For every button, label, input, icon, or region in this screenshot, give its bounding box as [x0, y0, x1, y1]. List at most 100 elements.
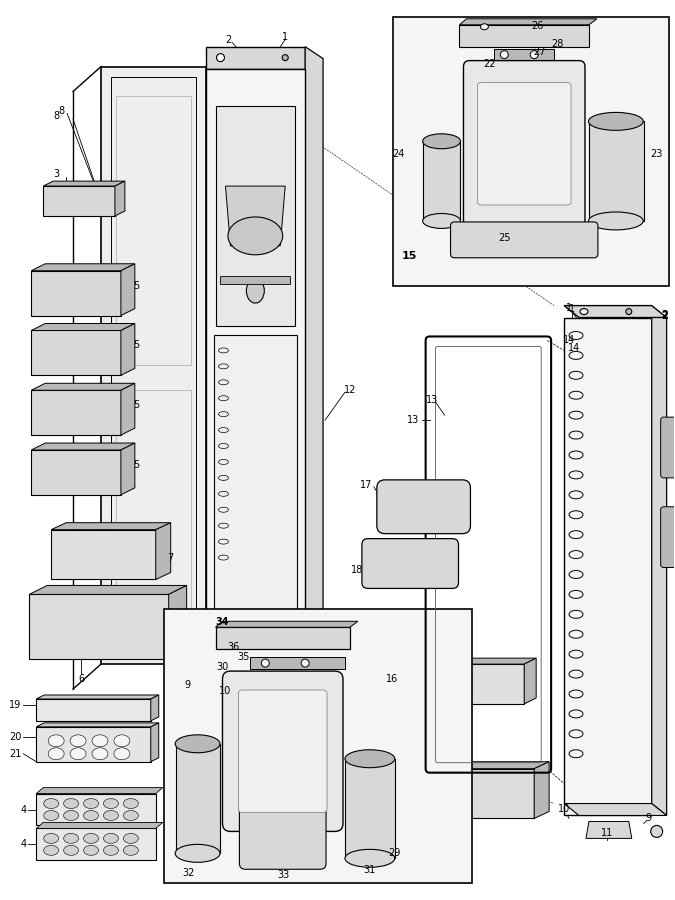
Polygon shape	[121, 443, 135, 495]
Text: 1: 1	[282, 32, 288, 41]
Ellipse shape	[481, 23, 489, 30]
Text: 21: 21	[9, 749, 22, 759]
Polygon shape	[305, 47, 323, 696]
Ellipse shape	[103, 811, 118, 821]
Text: 8: 8	[53, 112, 59, 122]
Ellipse shape	[114, 748, 130, 760]
FancyBboxPatch shape	[238, 690, 327, 813]
Ellipse shape	[423, 134, 460, 148]
Text: 5: 5	[133, 400, 139, 410]
Text: 2: 2	[662, 310, 668, 320]
Bar	[36, 727, 151, 761]
Bar	[31, 330, 121, 375]
Ellipse shape	[114, 734, 130, 747]
Ellipse shape	[124, 811, 138, 821]
Text: 6: 6	[78, 674, 84, 684]
Polygon shape	[151, 695, 159, 721]
Text: 5: 5	[133, 281, 139, 291]
Bar	[36, 828, 156, 860]
Bar	[423, 141, 460, 220]
Ellipse shape	[385, 484, 462, 502]
Polygon shape	[36, 823, 163, 828]
Polygon shape	[206, 684, 323, 696]
Ellipse shape	[44, 845, 59, 855]
Bar	[176, 743, 221, 853]
Ellipse shape	[192, 703, 204, 715]
Polygon shape	[51, 523, 171, 530]
Bar	[564, 318, 651, 815]
Polygon shape	[206, 669, 305, 684]
Polygon shape	[534, 761, 549, 818]
Text: 19: 19	[9, 700, 22, 710]
Ellipse shape	[261, 659, 269, 667]
Text: 20: 20	[9, 732, 22, 742]
Polygon shape	[36, 723, 159, 727]
Text: 32: 32	[182, 868, 195, 878]
Text: 29: 29	[389, 849, 401, 859]
Polygon shape	[564, 306, 667, 318]
Bar	[111, 76, 196, 649]
Polygon shape	[31, 264, 135, 271]
Text: 11: 11	[259, 706, 271, 716]
Ellipse shape	[84, 798, 99, 808]
Ellipse shape	[63, 798, 78, 808]
Text: 10: 10	[219, 686, 232, 696]
Polygon shape	[29, 585, 186, 594]
Text: 22: 22	[483, 58, 495, 68]
Polygon shape	[36, 695, 159, 699]
Text: 8: 8	[58, 106, 64, 116]
Ellipse shape	[500, 50, 508, 58]
Text: 1: 1	[566, 302, 572, 312]
Polygon shape	[36, 788, 163, 794]
Polygon shape	[121, 264, 135, 316]
Ellipse shape	[345, 850, 395, 868]
Ellipse shape	[367, 542, 452, 558]
Bar	[51, 530, 156, 580]
Ellipse shape	[124, 798, 138, 808]
Ellipse shape	[246, 278, 265, 303]
Ellipse shape	[70, 748, 86, 760]
Polygon shape	[121, 383, 135, 435]
Polygon shape	[43, 181, 125, 186]
Ellipse shape	[103, 833, 118, 843]
Bar	[206, 68, 305, 684]
Text: 24: 24	[392, 149, 405, 159]
Text: 5: 5	[133, 460, 139, 470]
FancyBboxPatch shape	[362, 538, 458, 589]
Text: 33: 33	[277, 870, 290, 880]
Ellipse shape	[423, 213, 460, 229]
Bar	[36, 794, 156, 825]
Text: 9: 9	[646, 814, 652, 824]
Bar	[43, 186, 115, 216]
Bar	[589, 122, 644, 220]
Polygon shape	[524, 658, 536, 704]
Ellipse shape	[217, 54, 225, 61]
Text: 23: 23	[651, 149, 663, 159]
Ellipse shape	[651, 825, 663, 837]
Bar	[29, 594, 169, 659]
FancyBboxPatch shape	[450, 222, 598, 257]
Text: 4: 4	[20, 840, 26, 850]
Bar	[116, 96, 190, 365]
Ellipse shape	[124, 833, 138, 843]
Ellipse shape	[44, 798, 59, 808]
FancyBboxPatch shape	[477, 83, 571, 205]
Text: 31: 31	[364, 865, 376, 876]
Ellipse shape	[345, 750, 395, 768]
Text: 5: 5	[133, 340, 139, 350]
Bar	[345, 759, 395, 859]
Bar	[380, 769, 534, 818]
Ellipse shape	[84, 845, 99, 855]
Text: 34: 34	[216, 617, 230, 627]
Ellipse shape	[84, 811, 99, 821]
Polygon shape	[225, 186, 286, 246]
Ellipse shape	[84, 833, 99, 843]
Text: 2: 2	[225, 35, 232, 45]
Polygon shape	[586, 822, 632, 839]
Bar	[393, 17, 669, 285]
Bar	[479, 67, 569, 82]
Text: 18: 18	[350, 564, 363, 574]
Polygon shape	[151, 723, 159, 761]
Text: 35: 35	[237, 652, 250, 662]
Ellipse shape	[48, 734, 64, 747]
